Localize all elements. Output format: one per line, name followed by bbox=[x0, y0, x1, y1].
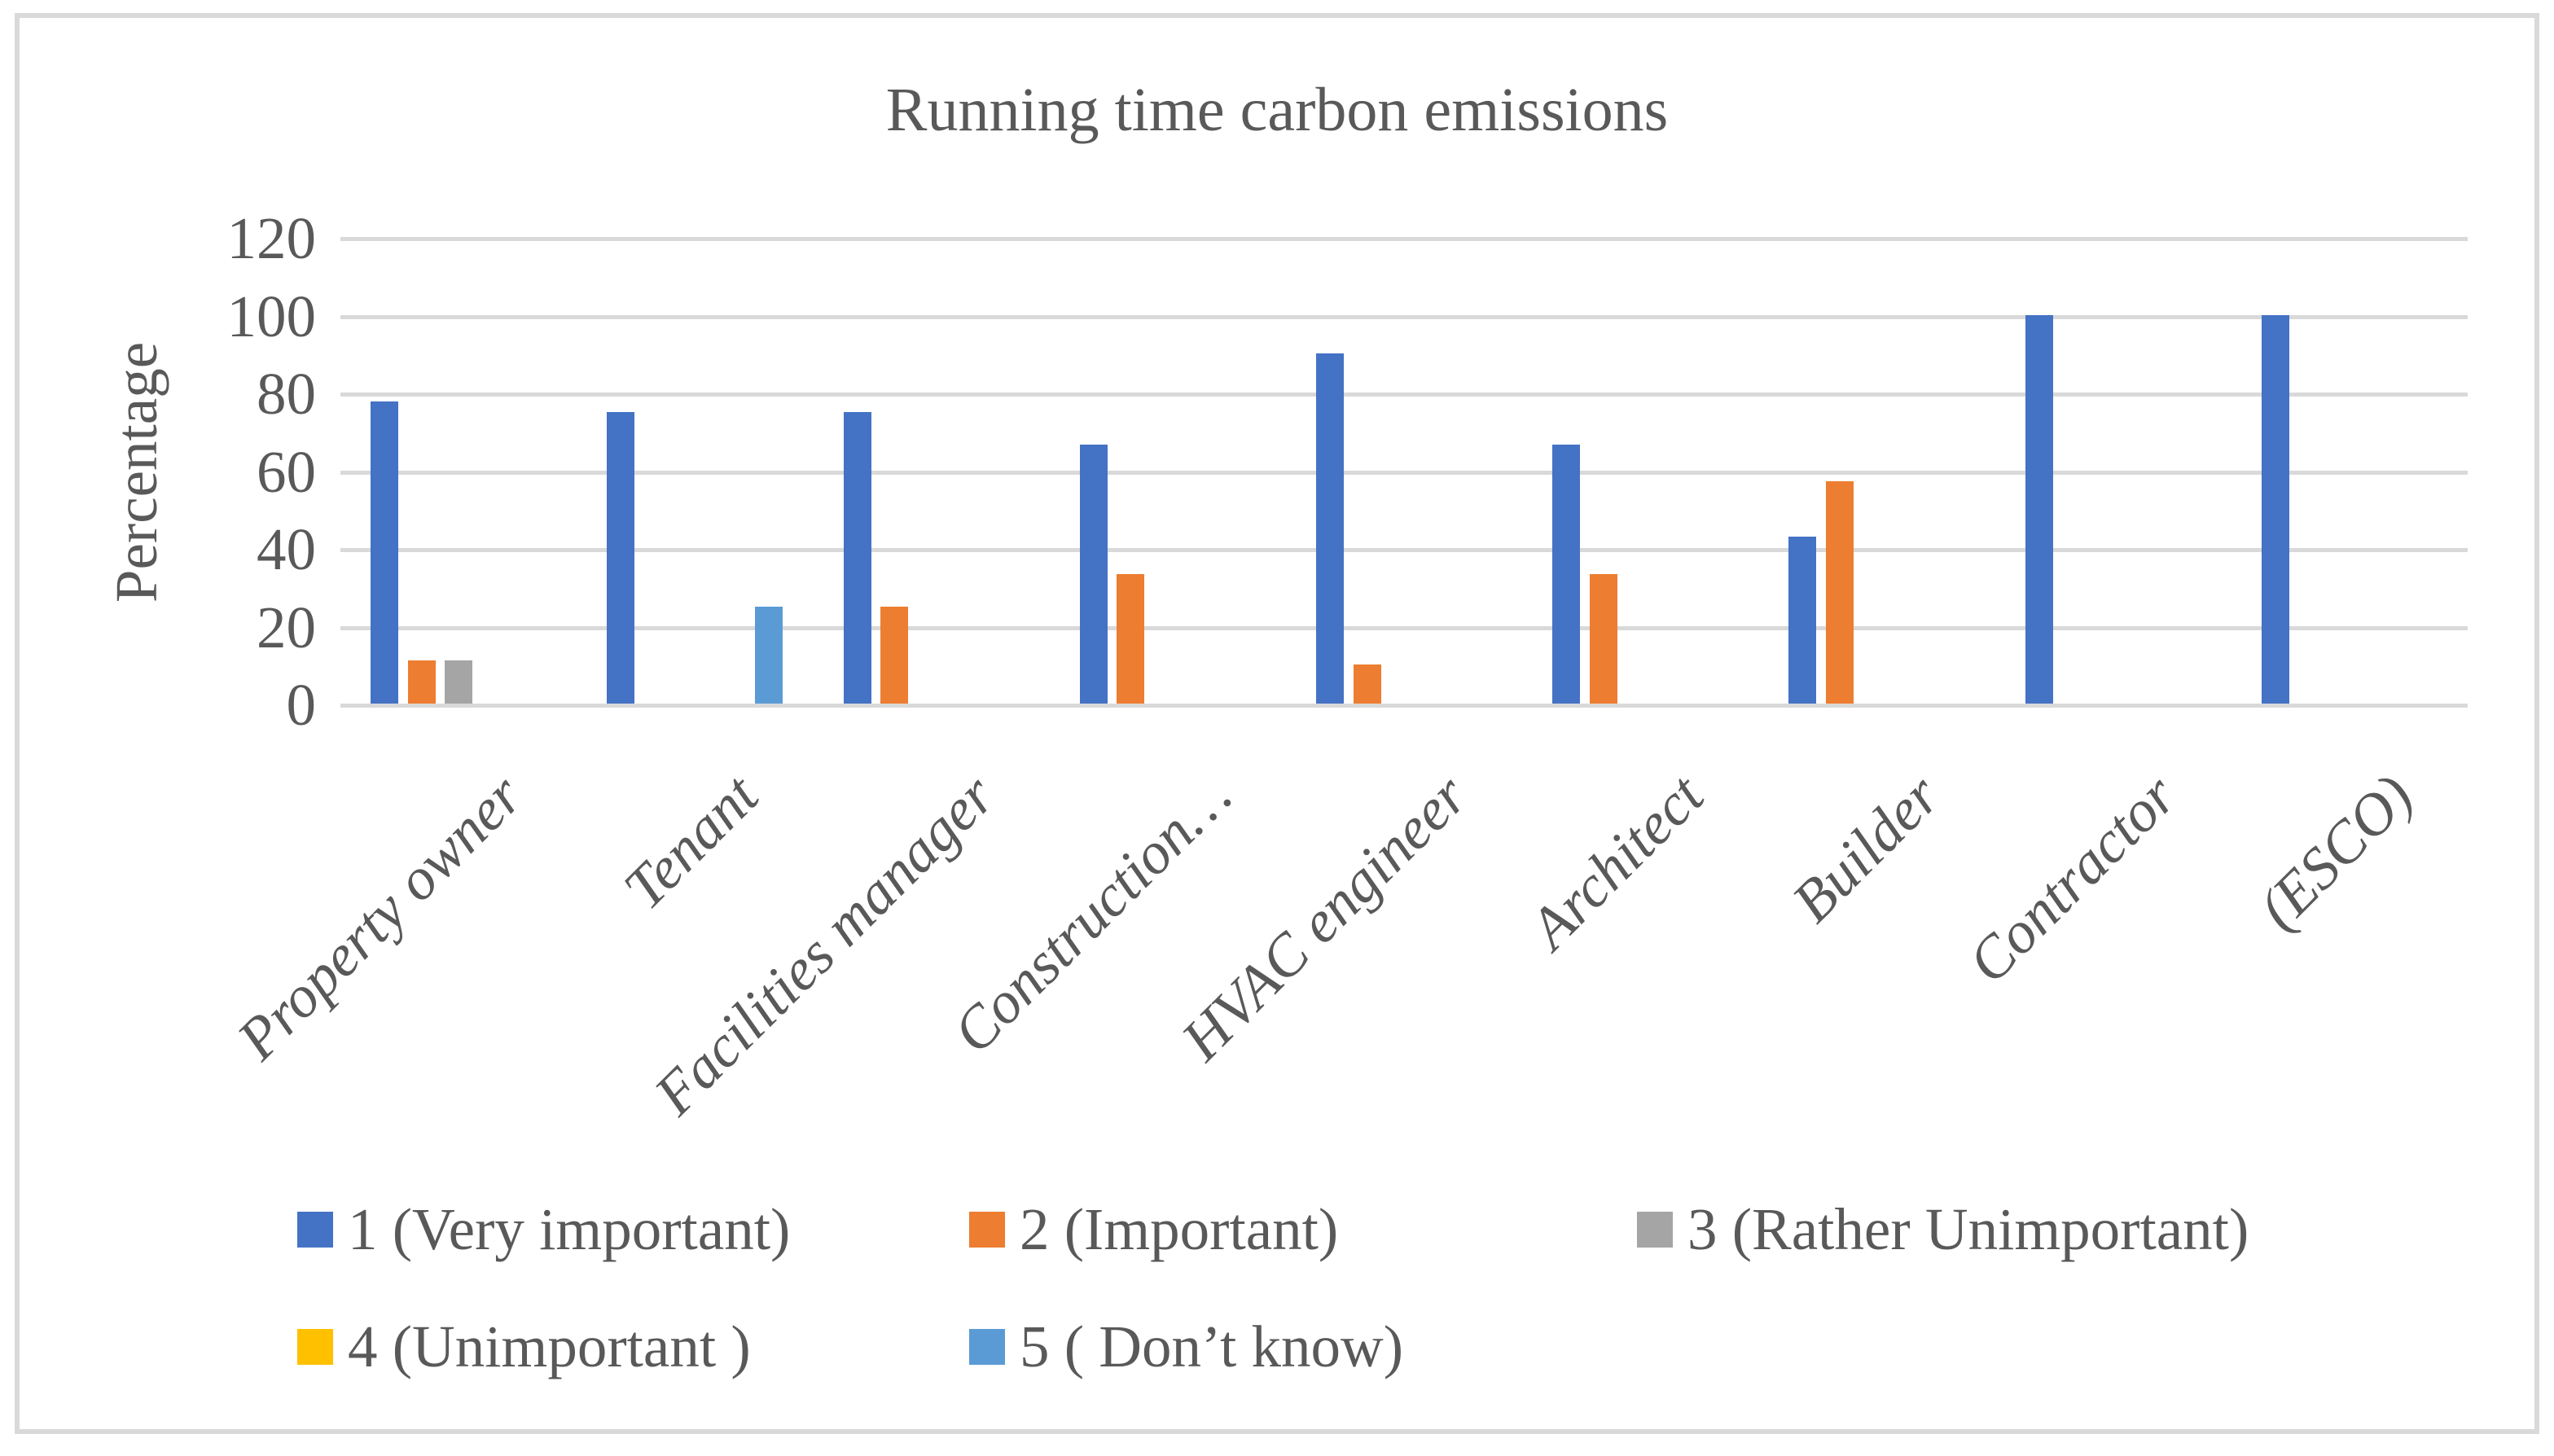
bar-series2-cat3 bbox=[880, 606, 909, 704]
bar-series1-cat1 bbox=[371, 401, 399, 704]
legend-label: 5 ( Don’t know) bbox=[1020, 1313, 1404, 1379]
legend-swatch bbox=[969, 1212, 1005, 1248]
bar-series1-cat5 bbox=[1316, 353, 1344, 704]
bar-series5-cat2 bbox=[755, 606, 783, 704]
y-gridline bbox=[340, 470, 2468, 475]
bar-series2-cat7 bbox=[1825, 481, 1854, 704]
y-tick-label: 100 bbox=[226, 283, 317, 349]
legend-swatch bbox=[1637, 1212, 1673, 1248]
legend-swatch bbox=[297, 1212, 333, 1248]
chart-border bbox=[15, 13, 2539, 1434]
y-tick-label: 0 bbox=[286, 672, 317, 738]
legend-label: 2 (Important) bbox=[1020, 1196, 1339, 1262]
bar-series1-cat3 bbox=[843, 411, 871, 704]
bar-series1-cat4 bbox=[1079, 444, 1108, 704]
y-gridline bbox=[340, 704, 2468, 708]
legend-swatch bbox=[969, 1329, 1005, 1365]
bar-series1-cat8 bbox=[2025, 314, 2053, 704]
y-gridline bbox=[340, 314, 2468, 319]
y-gridline bbox=[340, 548, 2468, 552]
bar-series1-cat9 bbox=[2261, 314, 2289, 704]
legend-label: 4 (Unimportant ) bbox=[348, 1313, 751, 1379]
bar-series2-cat1 bbox=[407, 660, 436, 704]
legend-swatch bbox=[297, 1329, 333, 1365]
y-tick-label: 40 bbox=[257, 516, 316, 582]
bar-series1-cat7 bbox=[1788, 537, 1817, 704]
y-gridline bbox=[340, 625, 2468, 630]
bar-series2-cat6 bbox=[1589, 573, 1617, 704]
y-tick-label: 120 bbox=[226, 205, 317, 271]
y-tick-label: 80 bbox=[257, 361, 316, 427]
bar-series2-cat4 bbox=[1117, 573, 1145, 704]
y-tick-label: 60 bbox=[257, 438, 316, 505]
bar-series3-cat1 bbox=[445, 660, 473, 704]
y-gridline bbox=[340, 393, 2468, 397]
bar-series1-cat2 bbox=[607, 411, 635, 704]
legend-label: 3 (Rather Unimportant) bbox=[1687, 1196, 2249, 1262]
legend-label: 1 (Very important) bbox=[348, 1196, 791, 1262]
bar-series2-cat5 bbox=[1353, 664, 1381, 704]
chart-title: Running time carbon emissions bbox=[885, 76, 1669, 144]
y-gridline bbox=[340, 237, 2468, 241]
y-tick-label: 20 bbox=[257, 594, 316, 660]
bar-series1-cat6 bbox=[1552, 444, 1581, 704]
